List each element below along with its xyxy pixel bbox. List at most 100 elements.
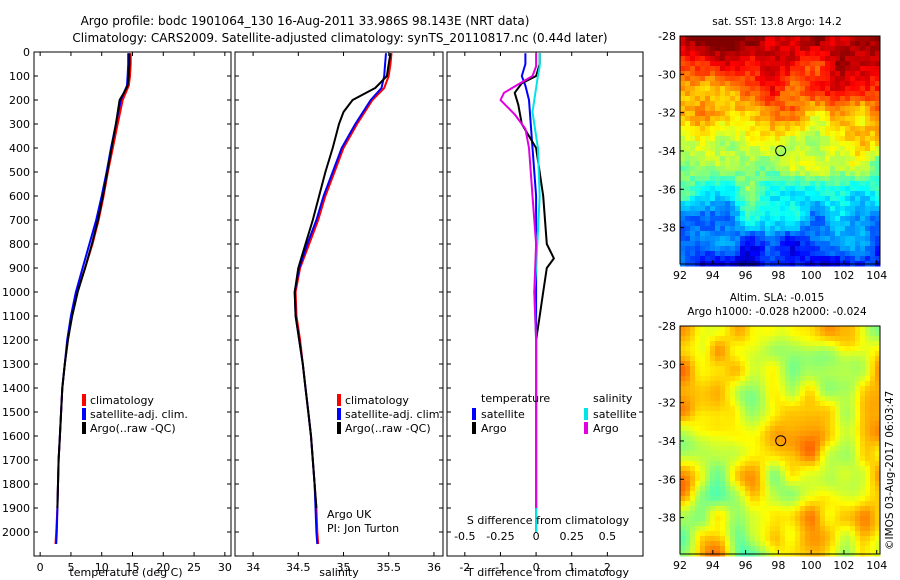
map-cell xyxy=(845,236,851,242)
map-cell xyxy=(695,171,701,177)
map-cell xyxy=(775,121,781,127)
series-line xyxy=(513,53,555,508)
map-cell xyxy=(705,211,711,217)
map-cell xyxy=(690,416,696,422)
map-cell xyxy=(775,71,781,77)
map-cell xyxy=(805,366,811,372)
map-cell xyxy=(875,456,881,462)
map-cell xyxy=(715,491,721,497)
map-cell xyxy=(780,166,786,172)
map-cell xyxy=(810,476,816,482)
map-cell xyxy=(745,376,751,382)
map-cell xyxy=(680,536,686,542)
map-cell xyxy=(800,526,806,532)
map-cell xyxy=(860,481,866,487)
map-cell xyxy=(780,156,786,162)
map-cell xyxy=(845,326,851,332)
map-cell xyxy=(715,171,721,177)
map-cell xyxy=(690,456,696,462)
map-cell xyxy=(680,146,686,152)
map-cell xyxy=(785,211,791,217)
map-cell xyxy=(725,511,731,517)
map-cell xyxy=(830,481,836,487)
map-cell xyxy=(840,336,846,342)
map-cell xyxy=(715,76,721,82)
map-cell xyxy=(695,231,701,237)
map-cell xyxy=(765,391,771,397)
map-cell xyxy=(815,86,821,92)
map-cell xyxy=(710,441,716,447)
map-cell xyxy=(730,36,736,42)
map-cell xyxy=(825,176,831,182)
map-cell xyxy=(700,71,706,77)
map-cell xyxy=(680,531,686,537)
map-cell xyxy=(720,421,726,427)
map-cell xyxy=(775,41,781,47)
map-cell xyxy=(685,491,691,497)
map-cell xyxy=(775,546,781,552)
map-cell xyxy=(845,221,851,227)
map-cell xyxy=(725,246,731,252)
map-cell xyxy=(800,546,806,552)
map-cell xyxy=(875,96,881,102)
map-cell xyxy=(810,216,816,222)
map-cell xyxy=(825,341,831,347)
map-cell xyxy=(825,366,831,372)
map-cell xyxy=(690,191,696,197)
map-cell xyxy=(725,536,731,542)
map-cell xyxy=(855,206,861,212)
map-cell xyxy=(725,181,731,187)
map-cell xyxy=(830,371,836,377)
map-cell xyxy=(755,496,761,502)
map-cell xyxy=(705,46,711,52)
map-cell xyxy=(720,221,726,227)
map-cell xyxy=(820,156,826,162)
map-cell xyxy=(735,516,741,522)
map-cell xyxy=(800,151,806,157)
map-cell xyxy=(730,116,736,122)
map-cell xyxy=(840,201,846,207)
map-cell xyxy=(710,496,716,502)
map-cell xyxy=(735,51,741,57)
map-cell xyxy=(725,101,731,107)
map-cell xyxy=(760,166,766,172)
map-cell xyxy=(795,191,801,197)
map-cell xyxy=(745,256,751,262)
map-frame xyxy=(679,325,881,555)
map-cell xyxy=(685,256,691,262)
map-cell xyxy=(735,531,741,537)
map-cell xyxy=(690,396,696,402)
map-cell xyxy=(755,451,761,457)
legend-swatch xyxy=(472,422,476,434)
map-cell xyxy=(795,146,801,152)
map-cell xyxy=(830,496,836,502)
map-cell xyxy=(850,171,856,177)
map-cell xyxy=(855,456,861,462)
map-cell xyxy=(755,411,761,417)
map-cell xyxy=(825,86,831,92)
map-cell xyxy=(770,421,776,427)
map-cell xyxy=(805,76,811,82)
map-cell xyxy=(700,121,706,127)
map-cell xyxy=(680,451,686,457)
map-cell xyxy=(760,106,766,112)
map-cell xyxy=(690,336,696,342)
map-cell xyxy=(875,106,881,112)
map-cell xyxy=(835,351,841,357)
sla-map-title-line1: Altim. SLA: -0.015 xyxy=(730,292,825,304)
map-cell xyxy=(830,531,836,537)
map-cell xyxy=(690,511,696,517)
map-cell xyxy=(810,181,816,187)
map-cell xyxy=(780,546,786,552)
map-cell xyxy=(685,176,691,182)
map-cell xyxy=(765,186,771,192)
map-cell xyxy=(720,501,726,507)
map-cell xyxy=(755,71,761,77)
figure-title-line2: Climatology: CARS2009. Satellite-adjuste… xyxy=(72,31,607,45)
map-cell xyxy=(855,521,861,527)
map-cell xyxy=(740,246,746,252)
map-cell xyxy=(735,401,741,407)
map-cell xyxy=(760,231,766,237)
map-cell xyxy=(730,531,736,537)
map-cell xyxy=(780,86,786,92)
